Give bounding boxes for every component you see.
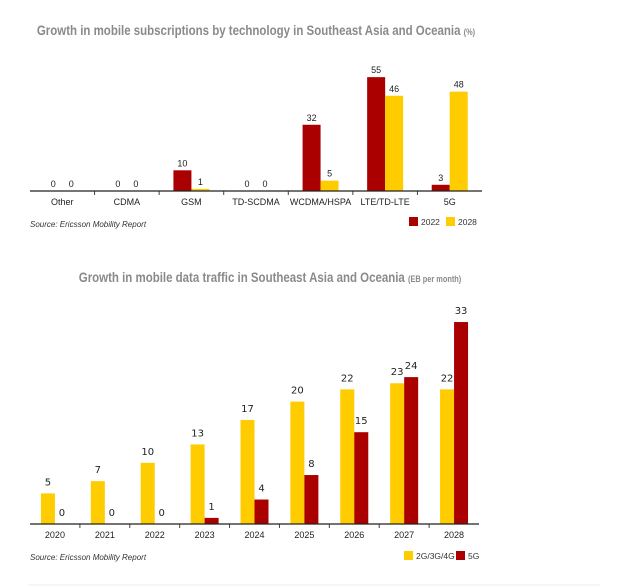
bar-2028-5G xyxy=(449,91,468,191)
x-tick-label: CDMA xyxy=(114,197,141,207)
x-tick-label: 2026 xyxy=(344,530,364,540)
bar-2022-WCDMA/HSPA xyxy=(302,124,321,191)
data-label: 1 xyxy=(208,502,214,513)
data-label: 55 xyxy=(371,65,381,75)
x-tick-label: 2021 xyxy=(95,530,115,540)
data-label: 32 xyxy=(307,113,317,123)
data-label: 22 xyxy=(441,373,454,384)
x-tick-label: 2020 xyxy=(45,530,65,540)
x-tick-label: TD-SCDMA xyxy=(232,197,280,207)
bar-5G-2024 xyxy=(254,499,269,524)
bar-5G-2023 xyxy=(204,517,219,524)
x-tick-label: 2022 xyxy=(145,530,165,540)
data-label: 17 xyxy=(241,404,254,415)
x-tick-label: 2024 xyxy=(244,530,264,540)
x-tick-label: GSM xyxy=(181,197,202,207)
chart-subscriptions: Growth in mobile subscriptions by techno… xyxy=(30,22,482,229)
x-tick-label: 2027 xyxy=(394,530,414,540)
bar-2G/3G/4G-2025 xyxy=(290,401,305,524)
data-label: 0 xyxy=(262,179,267,189)
bar-2G/3G/4G-2024 xyxy=(240,419,255,524)
chart2-title: Growth in mobile data traffic in Southea… xyxy=(79,269,406,285)
bar-5G-2028 xyxy=(454,322,469,524)
x-tick-label: WCDMA/HSPA xyxy=(290,197,351,207)
data-label: 0 xyxy=(59,508,65,519)
data-label: 46 xyxy=(389,84,399,94)
data-label: 10 xyxy=(141,447,154,458)
bar-2G/3G/4G-2022 xyxy=(140,462,155,524)
data-label: 0 xyxy=(159,508,165,519)
legend-swatch-2022 xyxy=(409,217,418,226)
bar-2G/3G/4G-2020 xyxy=(40,493,55,524)
bar-2G/3G/4G-2026 xyxy=(340,389,355,524)
data-label: 5 xyxy=(327,169,332,179)
bar-2G/3G/4G-2027 xyxy=(390,383,405,524)
bar-2G/3G/4G-2021 xyxy=(90,481,105,524)
chart1-source: Source: Ericsson Mobility Report xyxy=(30,220,147,229)
legend-label: 5G xyxy=(468,551,479,561)
legend-swatch-2G/3G/4G xyxy=(404,551,413,560)
data-label: 0 xyxy=(244,179,249,189)
x-tick-label: LTE/TD-LTE xyxy=(361,197,410,207)
legend-label: 2022 xyxy=(421,217,440,227)
data-label: 0 xyxy=(109,508,115,519)
bar-2022-5G xyxy=(431,184,450,191)
data-label: 33 xyxy=(455,306,468,317)
chart-data-traffic: Growth in mobile data traffic in Southea… xyxy=(30,269,479,562)
data-label: 20 xyxy=(291,386,304,397)
x-tick-label: 5G xyxy=(444,197,456,207)
bar-2028-LTE/TD-LTE xyxy=(385,95,404,191)
chart2-unit: (EB per month) xyxy=(408,274,461,284)
legend-label: 2G/3G/4G xyxy=(416,551,455,561)
bar-2G/3G/4G-2023 xyxy=(190,444,205,524)
data-label: 23 xyxy=(391,367,404,378)
data-label: 1 xyxy=(198,177,203,187)
legend-swatch-5G xyxy=(456,551,465,560)
svg-text:Growth in mobile subscriptions: Growth in mobile subscriptions by techno… xyxy=(37,22,475,38)
bar-5G-2025 xyxy=(304,475,319,524)
bar-2028-WCDMA/HSPA xyxy=(320,180,339,191)
data-label: 48 xyxy=(454,80,464,90)
data-label: 3 xyxy=(438,173,443,183)
data-label: 24 xyxy=(405,361,418,372)
x-tick-label: Other xyxy=(51,197,74,207)
data-label: 7 xyxy=(95,465,101,476)
legend-swatch-2028 xyxy=(446,217,455,226)
x-tick-label: 2023 xyxy=(195,530,215,540)
data-label: 8 xyxy=(308,459,314,470)
data-label: 4 xyxy=(258,484,264,495)
svg-text:Growth in mobile data traffic: Growth in mobile data traffic in Southea… xyxy=(79,269,462,285)
x-tick-label: 2025 xyxy=(294,530,314,540)
legend-label: 2028 xyxy=(458,217,477,227)
data-label: 5 xyxy=(45,477,51,488)
bar-2G/3G/4G-2028 xyxy=(440,389,455,524)
bar-5G-2026 xyxy=(354,432,369,524)
data-label: 0 xyxy=(133,179,138,189)
data-label: 0 xyxy=(115,179,120,189)
bar-2022-GSM xyxy=(173,170,192,191)
chart1-title: Growth in mobile subscriptions by techno… xyxy=(37,22,461,38)
chart1-unit: (%) xyxy=(464,27,476,37)
data-label: 22 xyxy=(341,373,354,384)
data-label: 0 xyxy=(69,179,74,189)
bar-5G-2027 xyxy=(404,377,419,524)
data-label: 13 xyxy=(191,428,204,439)
bar-2022-LTE/TD-LTE xyxy=(367,77,386,191)
bar-2028-GSM xyxy=(191,188,210,191)
data-label: 0 xyxy=(51,179,56,189)
chart2-source: Source: Ericsson Mobility Report xyxy=(30,553,147,562)
data-label: 10 xyxy=(177,158,187,168)
x-tick-label: 2028 xyxy=(444,530,464,540)
data-label: 15 xyxy=(355,416,368,427)
